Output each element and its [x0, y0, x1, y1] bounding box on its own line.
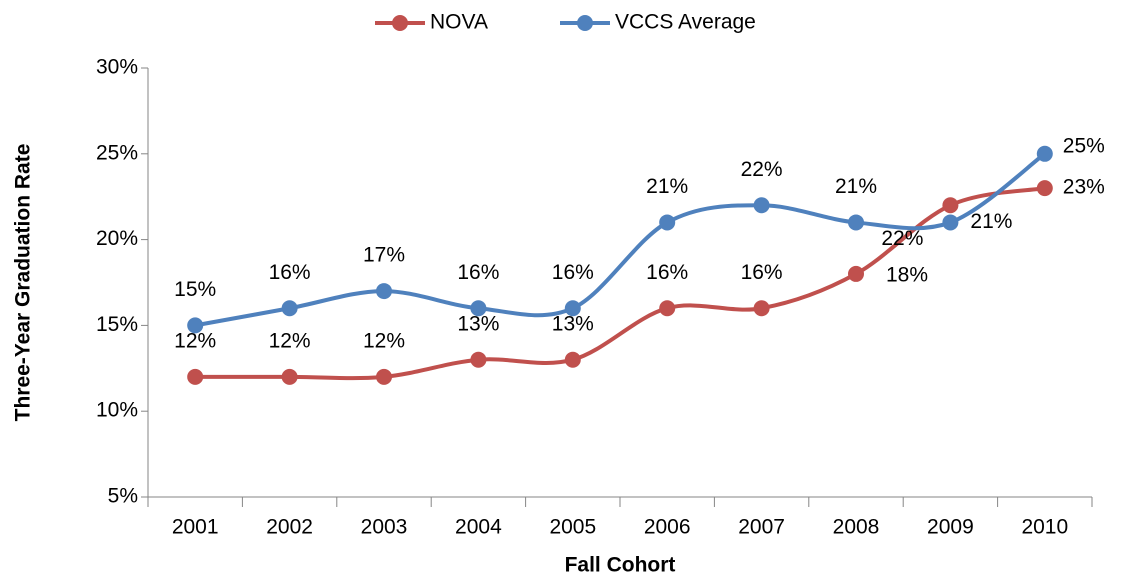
data-label: 13%	[457, 312, 499, 335]
legend-marker	[392, 15, 408, 31]
line	[195, 186, 1046, 381]
data-label: 16%	[457, 261, 499, 284]
x-axis-title: Fall Cohort	[565, 554, 676, 577]
marker	[942, 214, 959, 231]
y-axis-title: Three-Year Graduation Rate	[12, 144, 35, 422]
marker	[281, 368, 298, 385]
data-label: 22%	[881, 227, 923, 250]
marker	[753, 197, 770, 214]
marker	[848, 265, 864, 282]
marker	[470, 300, 487, 317]
data-label: 13%	[552, 312, 594, 335]
y-tick-label: 5%	[108, 485, 138, 508]
y-tick-label: 25%	[96, 141, 138, 164]
data-label: 12%	[174, 329, 216, 352]
marker	[376, 368, 392, 385]
x-tick-label: 2001	[172, 516, 219, 539]
legend-label: NOVA	[430, 11, 488, 34]
marker	[942, 197, 959, 214]
data-label: 16%	[552, 261, 594, 284]
x-tick-label: 2008	[833, 516, 880, 539]
marker	[659, 300, 676, 317]
y-tick-label: 30%	[96, 56, 138, 79]
marker	[1036, 180, 1053, 197]
x-tick-label: 2006	[644, 516, 691, 539]
x-tick-label: 2007	[738, 516, 785, 539]
marker	[187, 317, 204, 334]
y-tick-label: 20%	[96, 227, 138, 250]
data-label: 16%	[269, 261, 311, 284]
data-label: 22%	[741, 158, 783, 181]
marker	[753, 300, 770, 317]
data-label: 12%	[363, 329, 405, 352]
marker	[659, 214, 676, 231]
marker	[848, 214, 864, 231]
line	[194, 152, 1046, 328]
data-label: 23%	[1063, 176, 1105, 199]
marker	[1036, 145, 1053, 162]
x-tick-label: 2010	[1021, 516, 1068, 539]
data-label: 21%	[646, 175, 688, 198]
data-label: 21%	[970, 210, 1012, 233]
marker	[564, 351, 581, 368]
x-tick-label: 2005	[549, 516, 596, 539]
y-tick-label: 10%	[96, 399, 138, 422]
x-tick-label: 2004	[455, 516, 502, 539]
data-label: 16%	[646, 261, 688, 284]
x-tick-label: 2003	[361, 516, 408, 539]
data-label: 15%	[174, 278, 216, 301]
marker	[187, 368, 204, 385]
x-tick-label: 2002	[266, 516, 313, 539]
data-label: 12%	[269, 329, 311, 352]
marker	[470, 351, 487, 368]
x-tick-label: 2009	[927, 516, 974, 539]
y-tick-label: 15%	[96, 313, 138, 336]
legend-marker	[577, 15, 593, 31]
marker	[376, 283, 392, 300]
data-label: 21%	[835, 175, 877, 198]
data-label: 17%	[363, 244, 405, 267]
legend-label: VCCS Average	[615, 11, 756, 34]
marker	[564, 300, 581, 317]
data-label: 18%	[886, 263, 928, 286]
marker	[281, 300, 298, 317]
data-label: 25%	[1063, 134, 1105, 157]
data-label: 16%	[741, 261, 783, 284]
